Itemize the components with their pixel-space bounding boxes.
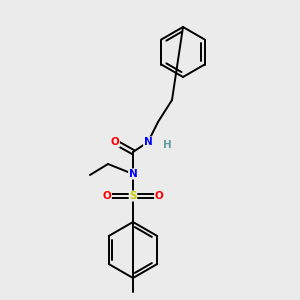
Text: N: N: [129, 169, 137, 179]
Text: O: O: [111, 137, 119, 147]
Text: N: N: [144, 137, 152, 147]
Text: O: O: [103, 191, 111, 201]
Text: O: O: [154, 191, 164, 201]
Text: S: S: [129, 191, 137, 201]
Text: H: H: [163, 140, 171, 150]
